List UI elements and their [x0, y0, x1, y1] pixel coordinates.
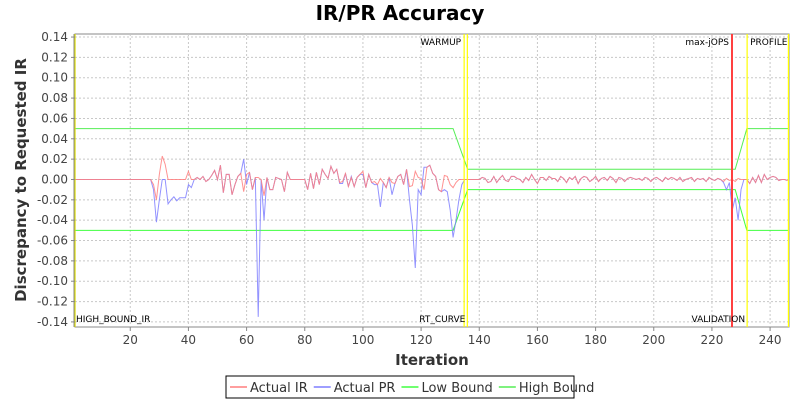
marker-label-top: WARMUP [421, 38, 462, 48]
y-tick-label: -0.14 [37, 315, 68, 329]
marker-label-bottom: RT_CURVE [419, 315, 465, 325]
series-line-actual-ir [75, 155, 788, 200]
y-tick-label: 0.04 [41, 132, 68, 146]
y-tick-label: 0.14 [41, 30, 68, 44]
x-axis-label: Iteration [395, 351, 469, 369]
y-axis-label: Discrepancy to Requested IR [12, 58, 30, 302]
marker-label-top: max-jOPS [685, 38, 729, 48]
legend-label: Actual PR [334, 381, 396, 396]
x-tick-label: 120 [410, 333, 433, 347]
marker-layer: HIGH_BOUND_IR WARMUP RT_CURVE max-jOPS PROFI… [74, 34, 790, 327]
x-tick-label: 60 [239, 333, 254, 347]
legend-label: Actual IR [250, 381, 308, 396]
grid [75, 34, 789, 327]
x-tick-label: 140 [468, 333, 491, 347]
x-tick-label: 200 [642, 333, 665, 347]
chart-title: IR/PR Accuracy [316, 1, 485, 25]
y-tick-label: 0.06 [41, 111, 68, 125]
y-tick-label: 0.10 [41, 71, 68, 85]
marker-label-bottom: VALIDATION [692, 315, 746, 325]
y-tick-label: -0.10 [37, 274, 68, 288]
x-tick-label: 80 [297, 333, 312, 347]
y-tick-label: -0.02 [37, 193, 68, 207]
y-tick-label: 0.08 [41, 91, 68, 105]
x-tick-label: 100 [351, 333, 374, 347]
y-tick-label: 0.02 [41, 152, 68, 166]
x-tick-label: 180 [584, 333, 607, 347]
series-layer [75, 128, 789, 317]
y-tick-label: -0.08 [37, 254, 68, 268]
x-tick-label: 220 [700, 333, 723, 347]
legend-label: High Bound [519, 381, 595, 396]
axes: 0.14 0.12 0.10 0.08 0.06 0.04 0.02 0.00 -0.02 -0.… [37, 30, 782, 347]
series-line-high-bound [75, 128, 789, 170]
x-tick-label: 240 [759, 333, 782, 347]
x-tick-label: 40 [181, 333, 196, 347]
legend-box [225, 375, 575, 399]
legend-label: Low Bound [421, 381, 492, 396]
y-tick-label: -0.06 [37, 234, 68, 248]
series-line-low-bound [75, 189, 789, 231]
x-tick-label: 20 [123, 333, 138, 347]
y-tick-label: -0.12 [37, 295, 68, 309]
legend: Actual IR Actual PR Low Bound High Bound [225, 375, 595, 399]
y-tick-label: 0.12 [41, 50, 68, 64]
y-tick-label: -0.04 [37, 213, 68, 227]
y-tick-label: 0.00 [41, 172, 68, 186]
marker-label-top: PROFILE [750, 38, 788, 48]
marker-label-bottom: HIGH_BOUND_IR [76, 315, 150, 325]
x-tick-label: 160 [526, 333, 549, 347]
